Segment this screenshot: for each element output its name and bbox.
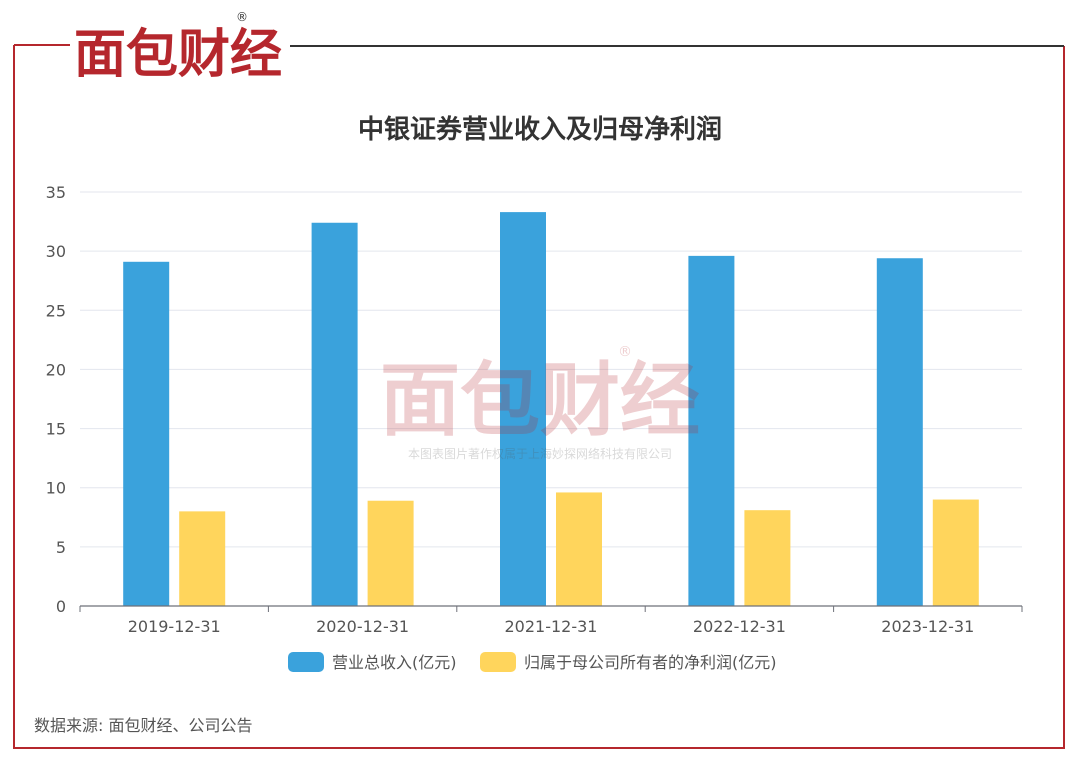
registered-mark: ® bbox=[236, 10, 248, 24]
y-tick-label: 15 bbox=[46, 420, 66, 439]
brand-logo: 面包财经 bbox=[74, 25, 282, 85]
y-tick-label: 25 bbox=[46, 301, 66, 320]
revenue-bar bbox=[311, 222, 358, 607]
y-tick-label: 0 bbox=[56, 597, 66, 616]
legend-item-revenue-label: 营业总收入(亿元) bbox=[332, 653, 457, 672]
profit-bar bbox=[744, 510, 791, 606]
profit-bar bbox=[179, 511, 226, 606]
legend-item-profit-label: 归属于母公司所有者的净利润(亿元) bbox=[524, 653, 777, 672]
legend: 营业总收入(亿元) 归属于母公司所有者的净利润(亿元) bbox=[288, 652, 777, 672]
profit-bar bbox=[367, 500, 414, 606]
x-tick-label: 2023-12-31 bbox=[881, 617, 974, 636]
revenue-bar bbox=[123, 261, 170, 606]
revenue-bar bbox=[500, 212, 546, 606]
source-note: 数据来源: 面包财经、公司公告 bbox=[34, 716, 253, 735]
y-tick-label: 5 bbox=[56, 538, 66, 557]
watermark-logo: 面包财经 bbox=[380, 354, 700, 447]
watermark-caption: 本图表图片著作权属于上海妙探网络科技有限公司 bbox=[408, 446, 672, 461]
profit-bar bbox=[932, 499, 979, 606]
y-axis-ticks: 0 5 10 15 20 25 30 35 bbox=[46, 183, 66, 616]
revenue-bar bbox=[688, 255, 735, 607]
x-tick-label: 2022-12-31 bbox=[693, 617, 786, 636]
chart-title: 中银证券营业收入及归母净利润 bbox=[358, 114, 722, 145]
legend-item-profit-swatch bbox=[480, 652, 516, 672]
y-tick-label: 20 bbox=[46, 360, 66, 379]
y-tick-label: 30 bbox=[46, 242, 66, 261]
bars bbox=[123, 212, 979, 607]
legend-item-revenue-swatch bbox=[288, 652, 324, 672]
x-tick-label: 2020-12-31 bbox=[316, 617, 409, 636]
x-tick-label: 2019-12-31 bbox=[128, 617, 221, 636]
grid-lines bbox=[80, 191, 1022, 548]
y-tick-label: 35 bbox=[46, 183, 66, 202]
watermark: 面包财经 ® 本图表图片著作权属于上海妙探网络科技有限公司 bbox=[380, 344, 700, 461]
x-tick-label: 2021-12-31 bbox=[505, 617, 598, 636]
frame-border bbox=[13, 45, 1065, 749]
watermark-registered-mark: ® bbox=[618, 344, 632, 360]
revenue-bar bbox=[876, 258, 923, 606]
profit-bar bbox=[556, 492, 602, 606]
x-axis: 2019-12-31 2020-12-31 2021-12-31 2022-12-31… bbox=[79, 605, 1023, 636]
y-tick-label: 10 bbox=[46, 479, 66, 498]
